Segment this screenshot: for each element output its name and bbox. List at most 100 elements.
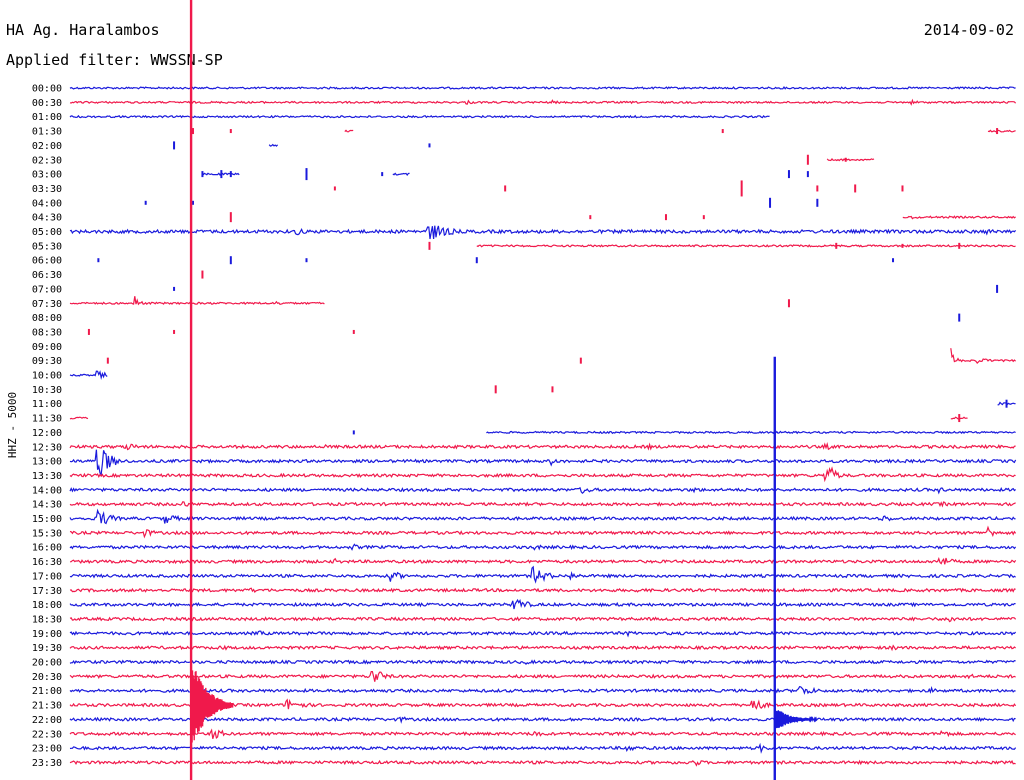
time-label: 11:00 xyxy=(32,399,62,410)
trace-row xyxy=(69,759,1016,767)
signal-fragment xyxy=(844,157,847,162)
trace-row xyxy=(69,587,1016,594)
trace-row xyxy=(69,659,1016,665)
signal-fragment xyxy=(173,141,176,150)
signal-fragment xyxy=(504,185,507,192)
signal-fragment xyxy=(229,212,232,223)
time-label: 09:00 xyxy=(32,342,62,353)
signal-fragment xyxy=(381,172,384,177)
time-label: 16:30 xyxy=(32,557,62,568)
time-label: 08:00 xyxy=(32,313,62,324)
trace-row xyxy=(69,671,1016,682)
signal-fragment xyxy=(173,286,176,291)
signal-fragment xyxy=(352,430,355,435)
signal-fragment xyxy=(305,168,308,181)
trace-row xyxy=(69,543,1017,551)
trace-row xyxy=(69,486,1016,495)
trace-row xyxy=(902,215,1016,220)
time-label: 10:00 xyxy=(32,371,62,382)
time-label: 13:30 xyxy=(32,471,62,482)
trace-row xyxy=(69,225,1017,240)
station-title: HA Ag. Haralambos xyxy=(6,21,160,39)
large-event-trace xyxy=(189,0,193,780)
signal-fragment xyxy=(996,284,999,293)
signal-fragment xyxy=(901,243,904,248)
signal-fragment xyxy=(201,171,204,178)
time-label: 01:00 xyxy=(32,112,62,123)
signal-fragment xyxy=(97,258,100,263)
signal-fragment xyxy=(352,329,355,334)
signal-fragment xyxy=(816,198,819,207)
time-label: 20:30 xyxy=(32,672,62,683)
trace-row xyxy=(69,416,968,420)
trace-row xyxy=(69,525,1017,539)
time-label: 04:30 xyxy=(32,213,62,224)
time-label: 06:00 xyxy=(32,256,62,267)
trace-row xyxy=(69,449,1017,476)
time-label: 20:00 xyxy=(32,658,62,669)
trace-row xyxy=(69,86,1016,90)
time-label: 12:30 xyxy=(32,442,62,453)
time-label: 04:00 xyxy=(32,198,62,209)
trace-row xyxy=(69,685,1016,695)
time-label: 00:30 xyxy=(32,98,62,109)
time-label: 00:00 xyxy=(32,84,62,95)
trace-rows xyxy=(69,86,1017,767)
signal-fragment xyxy=(816,185,819,192)
time-label: 11:30 xyxy=(32,414,62,425)
trace-row xyxy=(69,742,1017,754)
large-event-trace xyxy=(773,356,776,780)
signal-fragment xyxy=(664,214,667,221)
trace-row xyxy=(826,157,875,162)
signal-fragment xyxy=(806,171,809,178)
time-label: 13:00 xyxy=(32,457,62,468)
large-event-overlays xyxy=(189,0,818,780)
time-label: 21:30 xyxy=(32,701,62,712)
time-label: 15:00 xyxy=(32,514,62,525)
signal-fragment xyxy=(475,257,478,264)
time-label: 05:00 xyxy=(32,227,62,238)
time-label: 05:30 xyxy=(32,241,62,252)
trace-row xyxy=(69,644,1016,652)
trace-row xyxy=(69,565,1016,584)
time-label: 17:00 xyxy=(32,571,62,582)
trace-row xyxy=(69,466,1016,483)
time-label: 22:30 xyxy=(32,729,62,740)
signal-fragment xyxy=(806,154,809,165)
time-label: 06:30 xyxy=(32,270,62,281)
signal-fragment xyxy=(740,180,743,197)
time-label: 18:30 xyxy=(32,614,62,625)
signal-fragment xyxy=(229,256,232,265)
time-label: 22:00 xyxy=(32,715,62,726)
signal-fragment xyxy=(191,200,194,205)
signal-fragment xyxy=(787,299,790,308)
signal-fragment xyxy=(494,385,497,394)
signal-fragment xyxy=(579,357,582,364)
signal-fragment xyxy=(769,197,772,208)
time-label: 23:30 xyxy=(32,758,62,769)
signal-fragment xyxy=(958,414,961,423)
trace-row xyxy=(486,430,1016,435)
signal-fragment xyxy=(87,328,90,335)
time-label: 19:00 xyxy=(32,629,62,640)
signal-fragment xyxy=(787,170,790,179)
time-label: 02:30 xyxy=(32,155,62,166)
trace-row xyxy=(268,143,279,147)
signal-fragment xyxy=(220,170,223,179)
trace-row xyxy=(950,348,1017,365)
signal-fragment xyxy=(901,185,904,192)
signal-fragment xyxy=(958,242,961,249)
signal-fragment xyxy=(958,313,961,322)
trace-row xyxy=(69,556,1017,565)
time-label: 23:00 xyxy=(32,744,62,755)
trace-row xyxy=(69,501,1016,508)
time-label: 01:30 xyxy=(32,127,62,138)
trace-row xyxy=(344,129,1016,133)
time-label: 14:00 xyxy=(32,485,62,496)
time-label: 14:30 xyxy=(32,500,62,511)
signal-fragment xyxy=(551,386,554,393)
signal-fragment xyxy=(428,143,431,148)
signal-fragment xyxy=(333,186,336,191)
time-label: 18:00 xyxy=(32,600,62,611)
